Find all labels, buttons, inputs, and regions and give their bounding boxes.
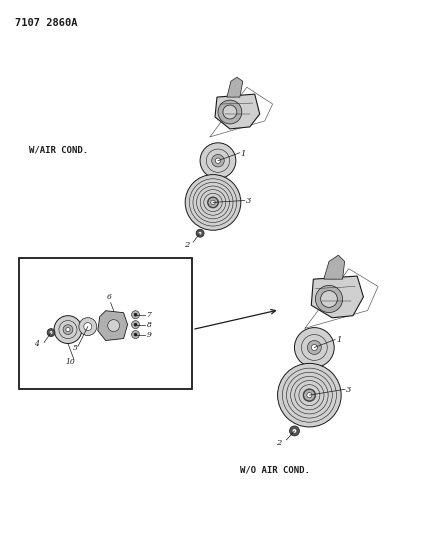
Circle shape [79, 318, 97, 336]
Text: 9: 9 [146, 330, 152, 338]
Circle shape [315, 286, 342, 312]
Circle shape [185, 175, 241, 230]
Text: 1: 1 [336, 335, 342, 344]
Text: 2: 2 [184, 241, 190, 249]
Circle shape [49, 331, 53, 334]
Circle shape [215, 158, 221, 164]
Circle shape [208, 197, 218, 207]
Circle shape [84, 322, 92, 330]
Text: 5: 5 [73, 344, 78, 352]
Circle shape [200, 143, 236, 179]
Text: 3: 3 [346, 386, 351, 394]
Text: 10: 10 [66, 358, 76, 366]
Polygon shape [215, 94, 260, 129]
Circle shape [134, 323, 137, 326]
Circle shape [321, 290, 337, 308]
Circle shape [307, 393, 312, 398]
Circle shape [289, 426, 300, 436]
Text: 7: 7 [146, 311, 152, 319]
Text: W/O AIR COND.: W/O AIR COND. [240, 466, 310, 475]
Circle shape [278, 364, 341, 427]
Circle shape [131, 311, 140, 319]
Circle shape [294, 328, 334, 367]
Text: W/AIR COND.: W/AIR COND. [29, 146, 88, 155]
Text: 2: 2 [276, 439, 281, 447]
Text: 7107 2860A: 7107 2860A [15, 18, 78, 28]
Polygon shape [98, 311, 128, 341]
Text: 6: 6 [107, 293, 112, 301]
Circle shape [134, 313, 137, 316]
Text: 4: 4 [34, 341, 39, 349]
Circle shape [47, 328, 55, 336]
Circle shape [131, 321, 140, 328]
Circle shape [131, 330, 140, 338]
Circle shape [292, 429, 297, 433]
Circle shape [223, 105, 237, 119]
Circle shape [198, 231, 202, 235]
Circle shape [108, 320, 119, 332]
Circle shape [311, 344, 317, 351]
Circle shape [211, 200, 215, 205]
Bar [19, 258, 192, 389]
Circle shape [54, 316, 82, 343]
Circle shape [218, 100, 242, 124]
Text: 8: 8 [146, 321, 152, 329]
Polygon shape [311, 276, 363, 318]
Circle shape [66, 327, 70, 332]
Circle shape [307, 341, 321, 354]
Circle shape [63, 325, 73, 334]
Circle shape [134, 333, 137, 336]
Polygon shape [324, 255, 345, 279]
Text: 1: 1 [241, 150, 246, 158]
Circle shape [212, 155, 224, 167]
Polygon shape [227, 77, 243, 97]
Circle shape [196, 229, 204, 237]
Circle shape [303, 390, 315, 401]
Text: 3: 3 [246, 197, 251, 205]
